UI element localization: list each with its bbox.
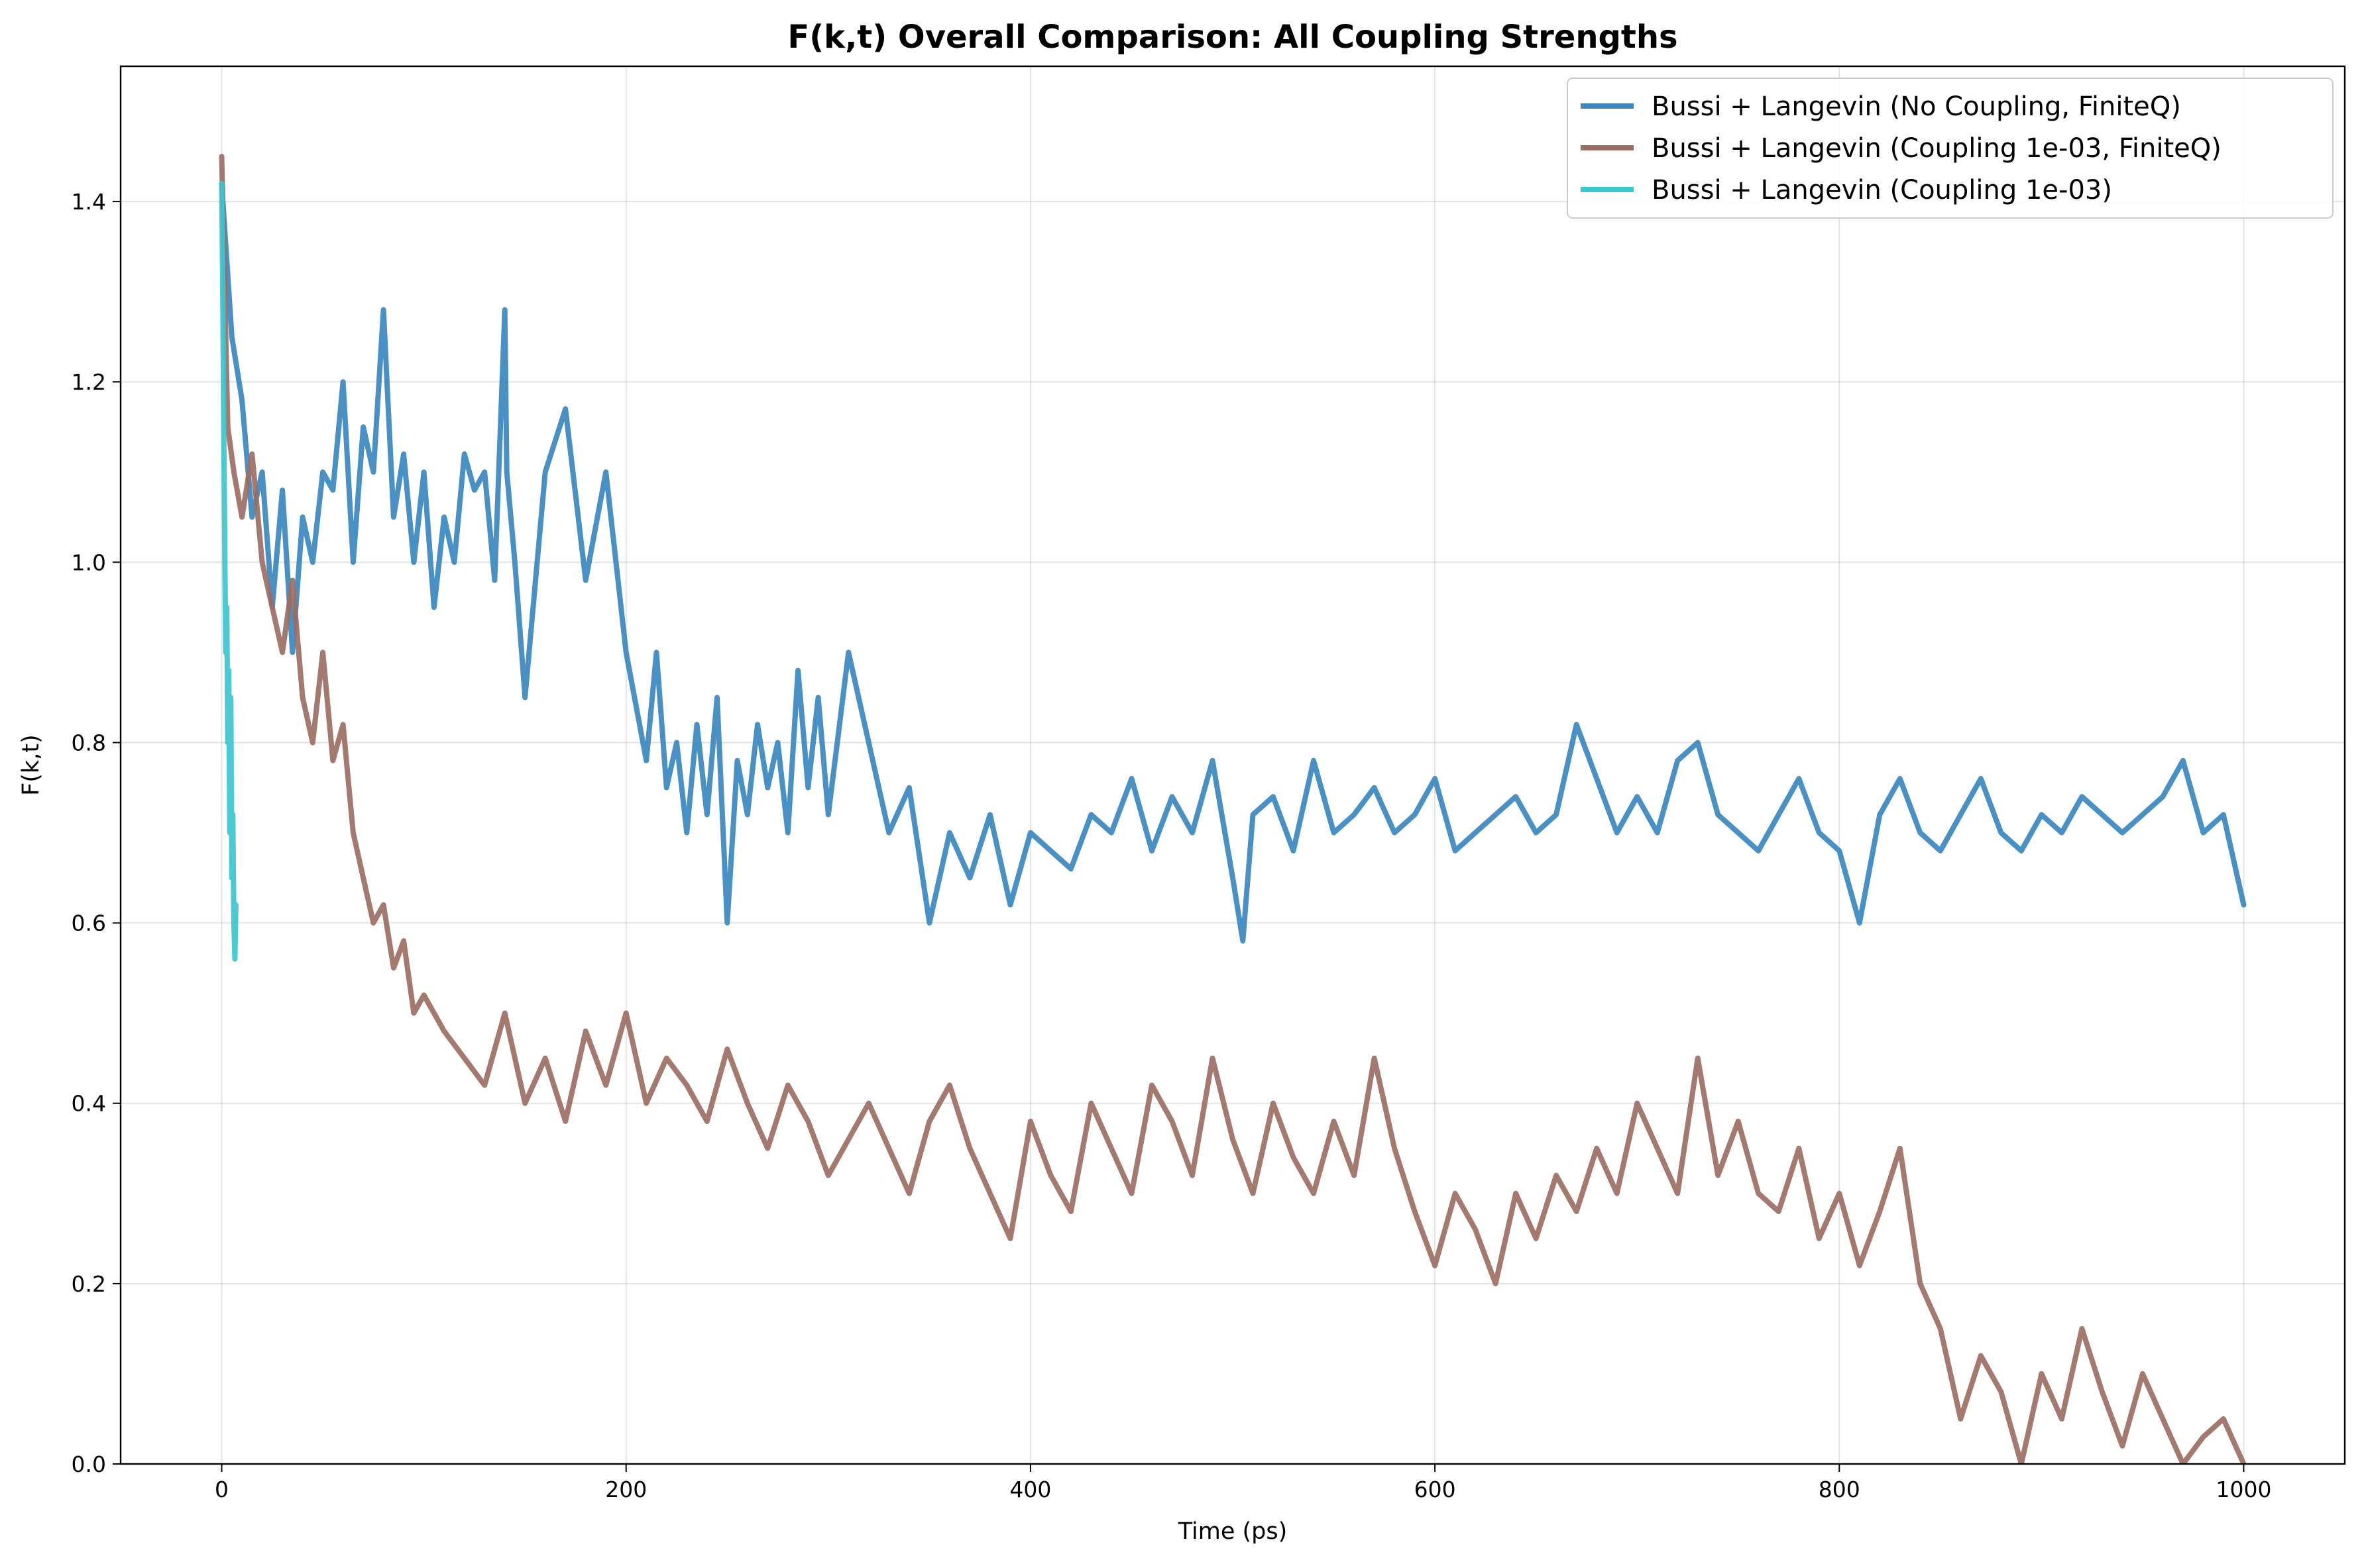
series-layer <box>219 154 2247 1464</box>
y-axis-label: F(k,t) <box>18 734 44 796</box>
legend-label: Bussi + Langevin (Coupling 1e-03, Finite… <box>1652 133 2222 164</box>
series-line-2 <box>219 154 2247 1464</box>
x-tick-label: 0 <box>215 1477 229 1502</box>
legend-label: Bussi + Langevin (No Coupling, FiniteQ) <box>1652 91 2181 122</box>
x-axis: 0 200 400 600 800 1000 <box>215 1464 2271 1502</box>
legend-box <box>1567 78 2334 219</box>
plot-area <box>219 154 2247 1464</box>
series-line-1 <box>219 180 2247 944</box>
x-tick-label: 800 <box>1819 1477 1860 1502</box>
y-tick-label: 1.4 <box>72 189 106 215</box>
x-tick-label: 200 <box>605 1477 647 1502</box>
y-tick-label: 0.4 <box>72 1091 106 1117</box>
y-tick-label: 1.2 <box>72 369 106 395</box>
y-tick-label: 0.6 <box>72 911 106 936</box>
x-tick-label: 400 <box>1009 1477 1051 1502</box>
y-axis: 0.0 0.2 0.4 0.6 0.8 1.0 1.2 1.4 <box>72 189 121 1477</box>
chart-title: F(k,t) Overall Comparison: All Coupling … <box>787 19 1677 56</box>
axes-frame <box>119 65 2346 1465</box>
y-tick-label: 0.2 <box>72 1271 106 1297</box>
x-tick-label: 1000 <box>2216 1477 2271 1502</box>
x-tick-label: 600 <box>1414 1477 1456 1502</box>
series-line-3 <box>219 180 239 962</box>
legend: Bussi + Langevin (No Coupling, FiniteQ) B… <box>1567 78 2334 219</box>
y-tick-label: 0.8 <box>72 730 106 756</box>
y-tick-label: 1.0 <box>72 549 106 575</box>
legend-label: Bussi + Langevin (Coupling 1e-03) <box>1652 175 2112 205</box>
y-tick-label: 0.0 <box>72 1451 106 1477</box>
x-axis-label: Time (ps) <box>1178 1518 1288 1545</box>
